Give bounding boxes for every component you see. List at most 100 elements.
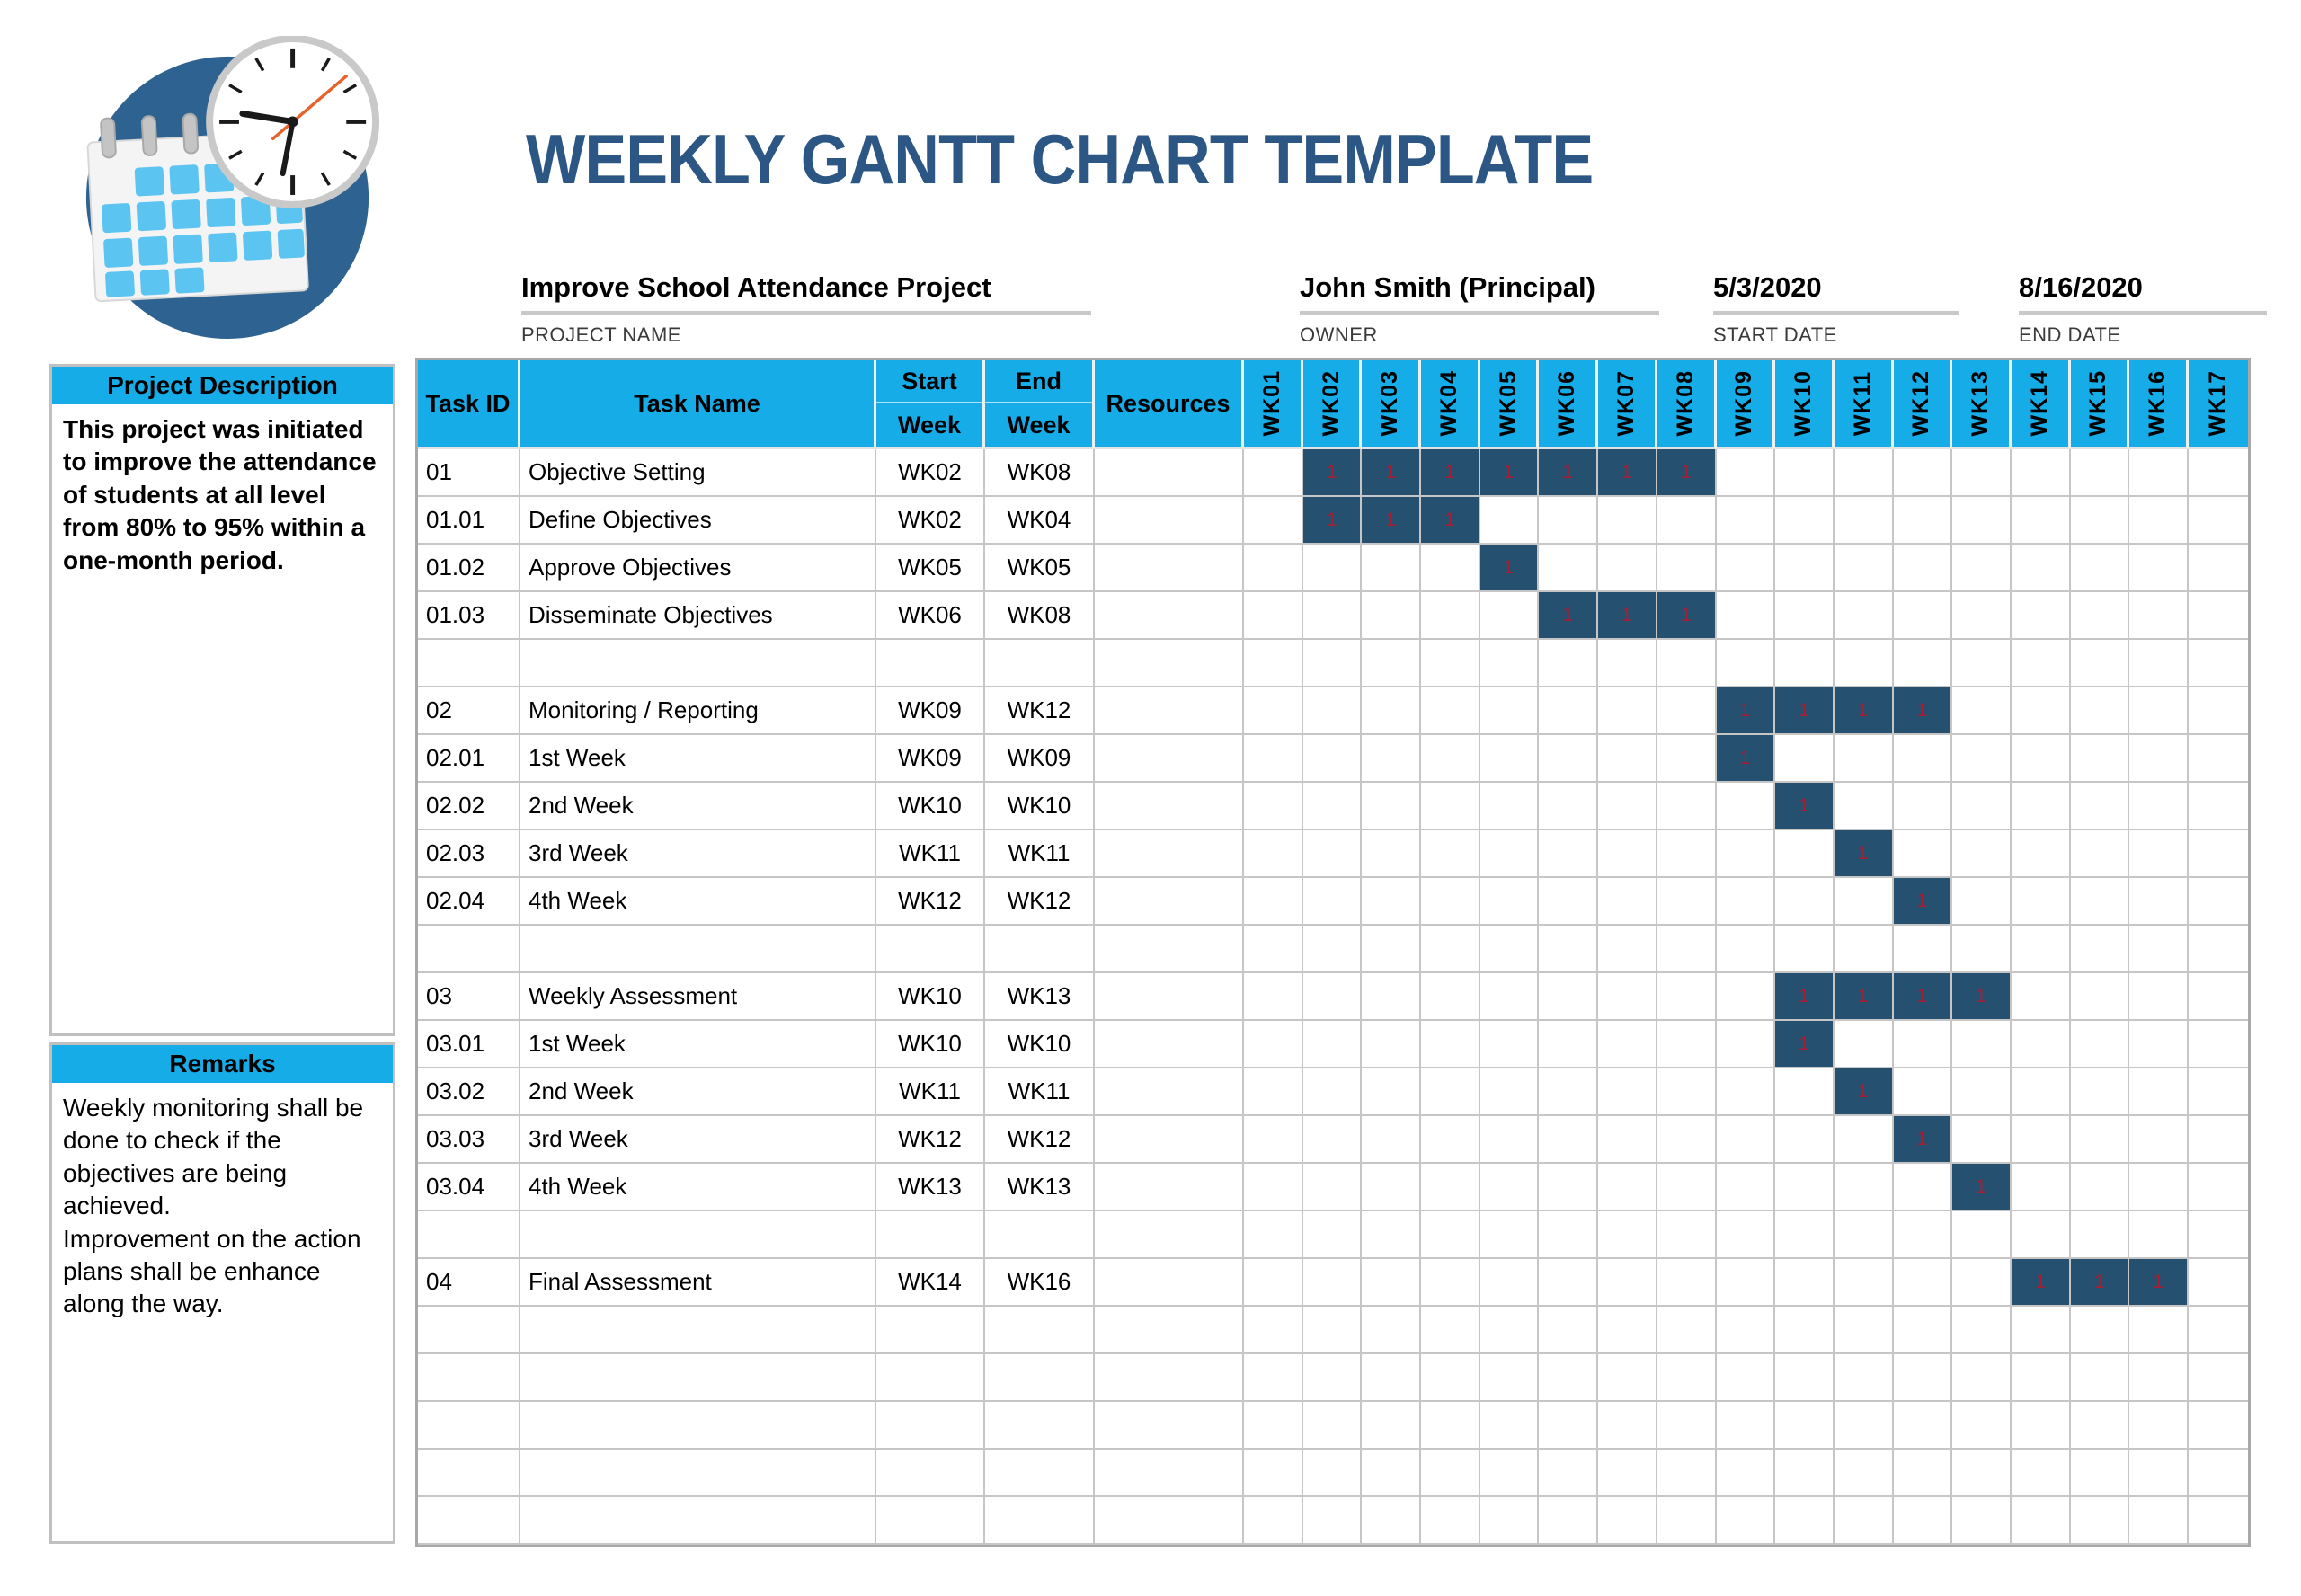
- gantt-cell[interactable]: [1479, 1307, 1540, 1354]
- gantt-cell[interactable]: [1952, 1211, 2012, 1259]
- gantt-cell[interactable]: [2070, 878, 2130, 926]
- cell-start-week[interactable]: [876, 1307, 985, 1354]
- cell-start-week[interactable]: WK06: [876, 592, 985, 640]
- gantt-cell[interactable]: [1657, 1307, 1717, 1354]
- gantt-cell[interactable]: [1421, 1354, 1480, 1402]
- cell-task-name[interactable]: [520, 1354, 876, 1402]
- cell-task-id[interactable]: 03.04: [418, 1164, 520, 1211]
- gantt-cell[interactable]: [1302, 1354, 1363, 1402]
- gantt-bar-cell[interactable]: 1: [1479, 449, 1540, 497]
- gantt-cell[interactable]: [1657, 878, 1717, 926]
- gantt-cell[interactable]: [2070, 1211, 2130, 1259]
- gantt-cell[interactable]: [1362, 1450, 1422, 1497]
- gantt-cell[interactable]: [1302, 1164, 1363, 1211]
- cell-task-id[interactable]: 03.01: [418, 1021, 520, 1068]
- gantt-cell[interactable]: [1479, 1116, 1540, 1164]
- gantt-cell[interactable]: [1479, 783, 1540, 830]
- gantt-cell[interactable]: [1598, 1402, 1657, 1450]
- gantt-cell[interactable]: [2189, 878, 2248, 926]
- gantt-cell[interactable]: [1479, 830, 1540, 878]
- gantt-cell[interactable]: [1539, 1497, 1599, 1545]
- gantt-cell[interactable]: [1834, 1450, 1894, 1497]
- cell-task-id[interactable]: [418, 926, 520, 973]
- gantt-cell[interactable]: [1421, 1259, 1480, 1307]
- gantt-cell[interactable]: [2070, 1068, 2130, 1116]
- gantt-cell[interactable]: [1952, 449, 2012, 497]
- gantt-cell[interactable]: [1893, 830, 1953, 878]
- gantt-cell[interactable]: [1421, 687, 1480, 735]
- gantt-cell[interactable]: [1834, 449, 1894, 497]
- gantt-cell[interactable]: [2189, 1450, 2248, 1497]
- gantt-cell[interactable]: [1952, 783, 2012, 830]
- gantt-cell[interactable]: [1952, 1307, 2012, 1354]
- cell-task-name[interactable]: 2nd Week: [520, 783, 876, 830]
- gantt-cell[interactable]: [1244, 497, 1303, 545]
- cell-end-week[interactable]: WK09: [985, 735, 1095, 783]
- gantt-cell[interactable]: [2070, 1307, 2130, 1354]
- gantt-cell[interactable]: [2129, 1021, 2189, 1068]
- gantt-cell[interactable]: [2189, 1116, 2248, 1164]
- gantt-cell[interactable]: [2129, 735, 2189, 783]
- gantt-cell[interactable]: [2070, 1402, 2130, 1450]
- gantt-cell[interactable]: [1302, 1307, 1363, 1354]
- gantt-cell[interactable]: [1244, 973, 1303, 1021]
- cell-task-name[interactable]: Objective Setting: [520, 449, 876, 497]
- gantt-cell[interactable]: [1598, 1068, 1657, 1116]
- gantt-cell[interactable]: [1244, 926, 1303, 973]
- gantt-cell[interactable]: [2129, 1116, 2189, 1164]
- gantt-cell[interactable]: [1716, 497, 1776, 545]
- gantt-cell[interactable]: [1362, 830, 1422, 878]
- cell-end-week[interactable]: WK13: [985, 973, 1095, 1021]
- gantt-cell[interactable]: [1244, 1164, 1303, 1211]
- gantt-bar-cell[interactable]: 1: [1716, 687, 1776, 735]
- cell-task-id[interactable]: [418, 1450, 520, 1497]
- cell-task-name[interactable]: [520, 1211, 876, 1259]
- gantt-cell[interactable]: [1775, 878, 1835, 926]
- project-name-value[interactable]: Improve School Attendance Project: [521, 271, 991, 303]
- gantt-cell[interactable]: [1657, 497, 1717, 545]
- gantt-bar-cell[interactable]: 1: [1775, 783, 1835, 830]
- gantt-cell[interactable]: [1598, 1021, 1657, 1068]
- gantt-cell[interactable]: [1893, 1450, 1953, 1497]
- cell-start-week[interactable]: WK11: [876, 1068, 985, 1116]
- cell-end-week[interactable]: WK10: [985, 1021, 1095, 1068]
- gantt-cell[interactable]: [1893, 926, 1953, 973]
- gantt-cell[interactable]: [1657, 830, 1717, 878]
- gantt-cell[interactable]: [1539, 1211, 1599, 1259]
- gantt-cell[interactable]: [1598, 687, 1657, 735]
- gantt-cell[interactable]: [1302, 640, 1363, 687]
- gantt-cell[interactable]: [2129, 497, 2189, 545]
- gantt-cell[interactable]: [1362, 735, 1422, 783]
- gantt-cell[interactable]: [1893, 1402, 1953, 1450]
- cell-task-name[interactable]: [520, 1450, 876, 1497]
- gantt-bar-cell[interactable]: 1: [1716, 735, 1776, 783]
- cell-resources[interactable]: [1095, 735, 1244, 783]
- gantt-cell[interactable]: [1775, 640, 1835, 687]
- gantt-cell[interactable]: [1834, 1259, 1894, 1307]
- cell-task-id[interactable]: 01.03: [418, 592, 520, 640]
- gantt-cell[interactable]: [1598, 783, 1657, 830]
- gantt-cell[interactable]: [1716, 878, 1776, 926]
- cell-start-week[interactable]: [876, 1497, 985, 1545]
- gantt-cell[interactable]: [2011, 687, 2071, 735]
- gantt-cell[interactable]: [2011, 830, 2071, 878]
- cell-resources[interactable]: [1095, 1402, 1244, 1450]
- gantt-cell[interactable]: [1539, 878, 1599, 926]
- cell-resources[interactable]: [1095, 926, 1244, 973]
- cell-task-name[interactable]: Final Assessment: [520, 1259, 876, 1307]
- gantt-cell[interactable]: [2129, 640, 2189, 687]
- gantt-cell[interactable]: [1893, 1354, 1953, 1402]
- gantt-bar-cell[interactable]: 1: [1893, 1116, 1953, 1164]
- cell-resources[interactable]: [1095, 1497, 1244, 1545]
- cell-task-name[interactable]: Monitoring / Reporting: [520, 687, 876, 735]
- gantt-cell[interactable]: [1539, 1021, 1599, 1068]
- gantt-cell[interactable]: [1893, 497, 1953, 545]
- gantt-cell[interactable]: [1716, 1307, 1776, 1354]
- gantt-cell[interactable]: [1716, 449, 1776, 497]
- cell-end-week[interactable]: WK12: [985, 687, 1095, 735]
- gantt-cell[interactable]: [1657, 545, 1717, 592]
- gantt-cell[interactable]: [2011, 1497, 2071, 1545]
- gantt-cell[interactable]: [1539, 1402, 1599, 1450]
- gantt-cell[interactable]: [1834, 1402, 1894, 1450]
- gantt-cell[interactable]: [2070, 545, 2130, 592]
